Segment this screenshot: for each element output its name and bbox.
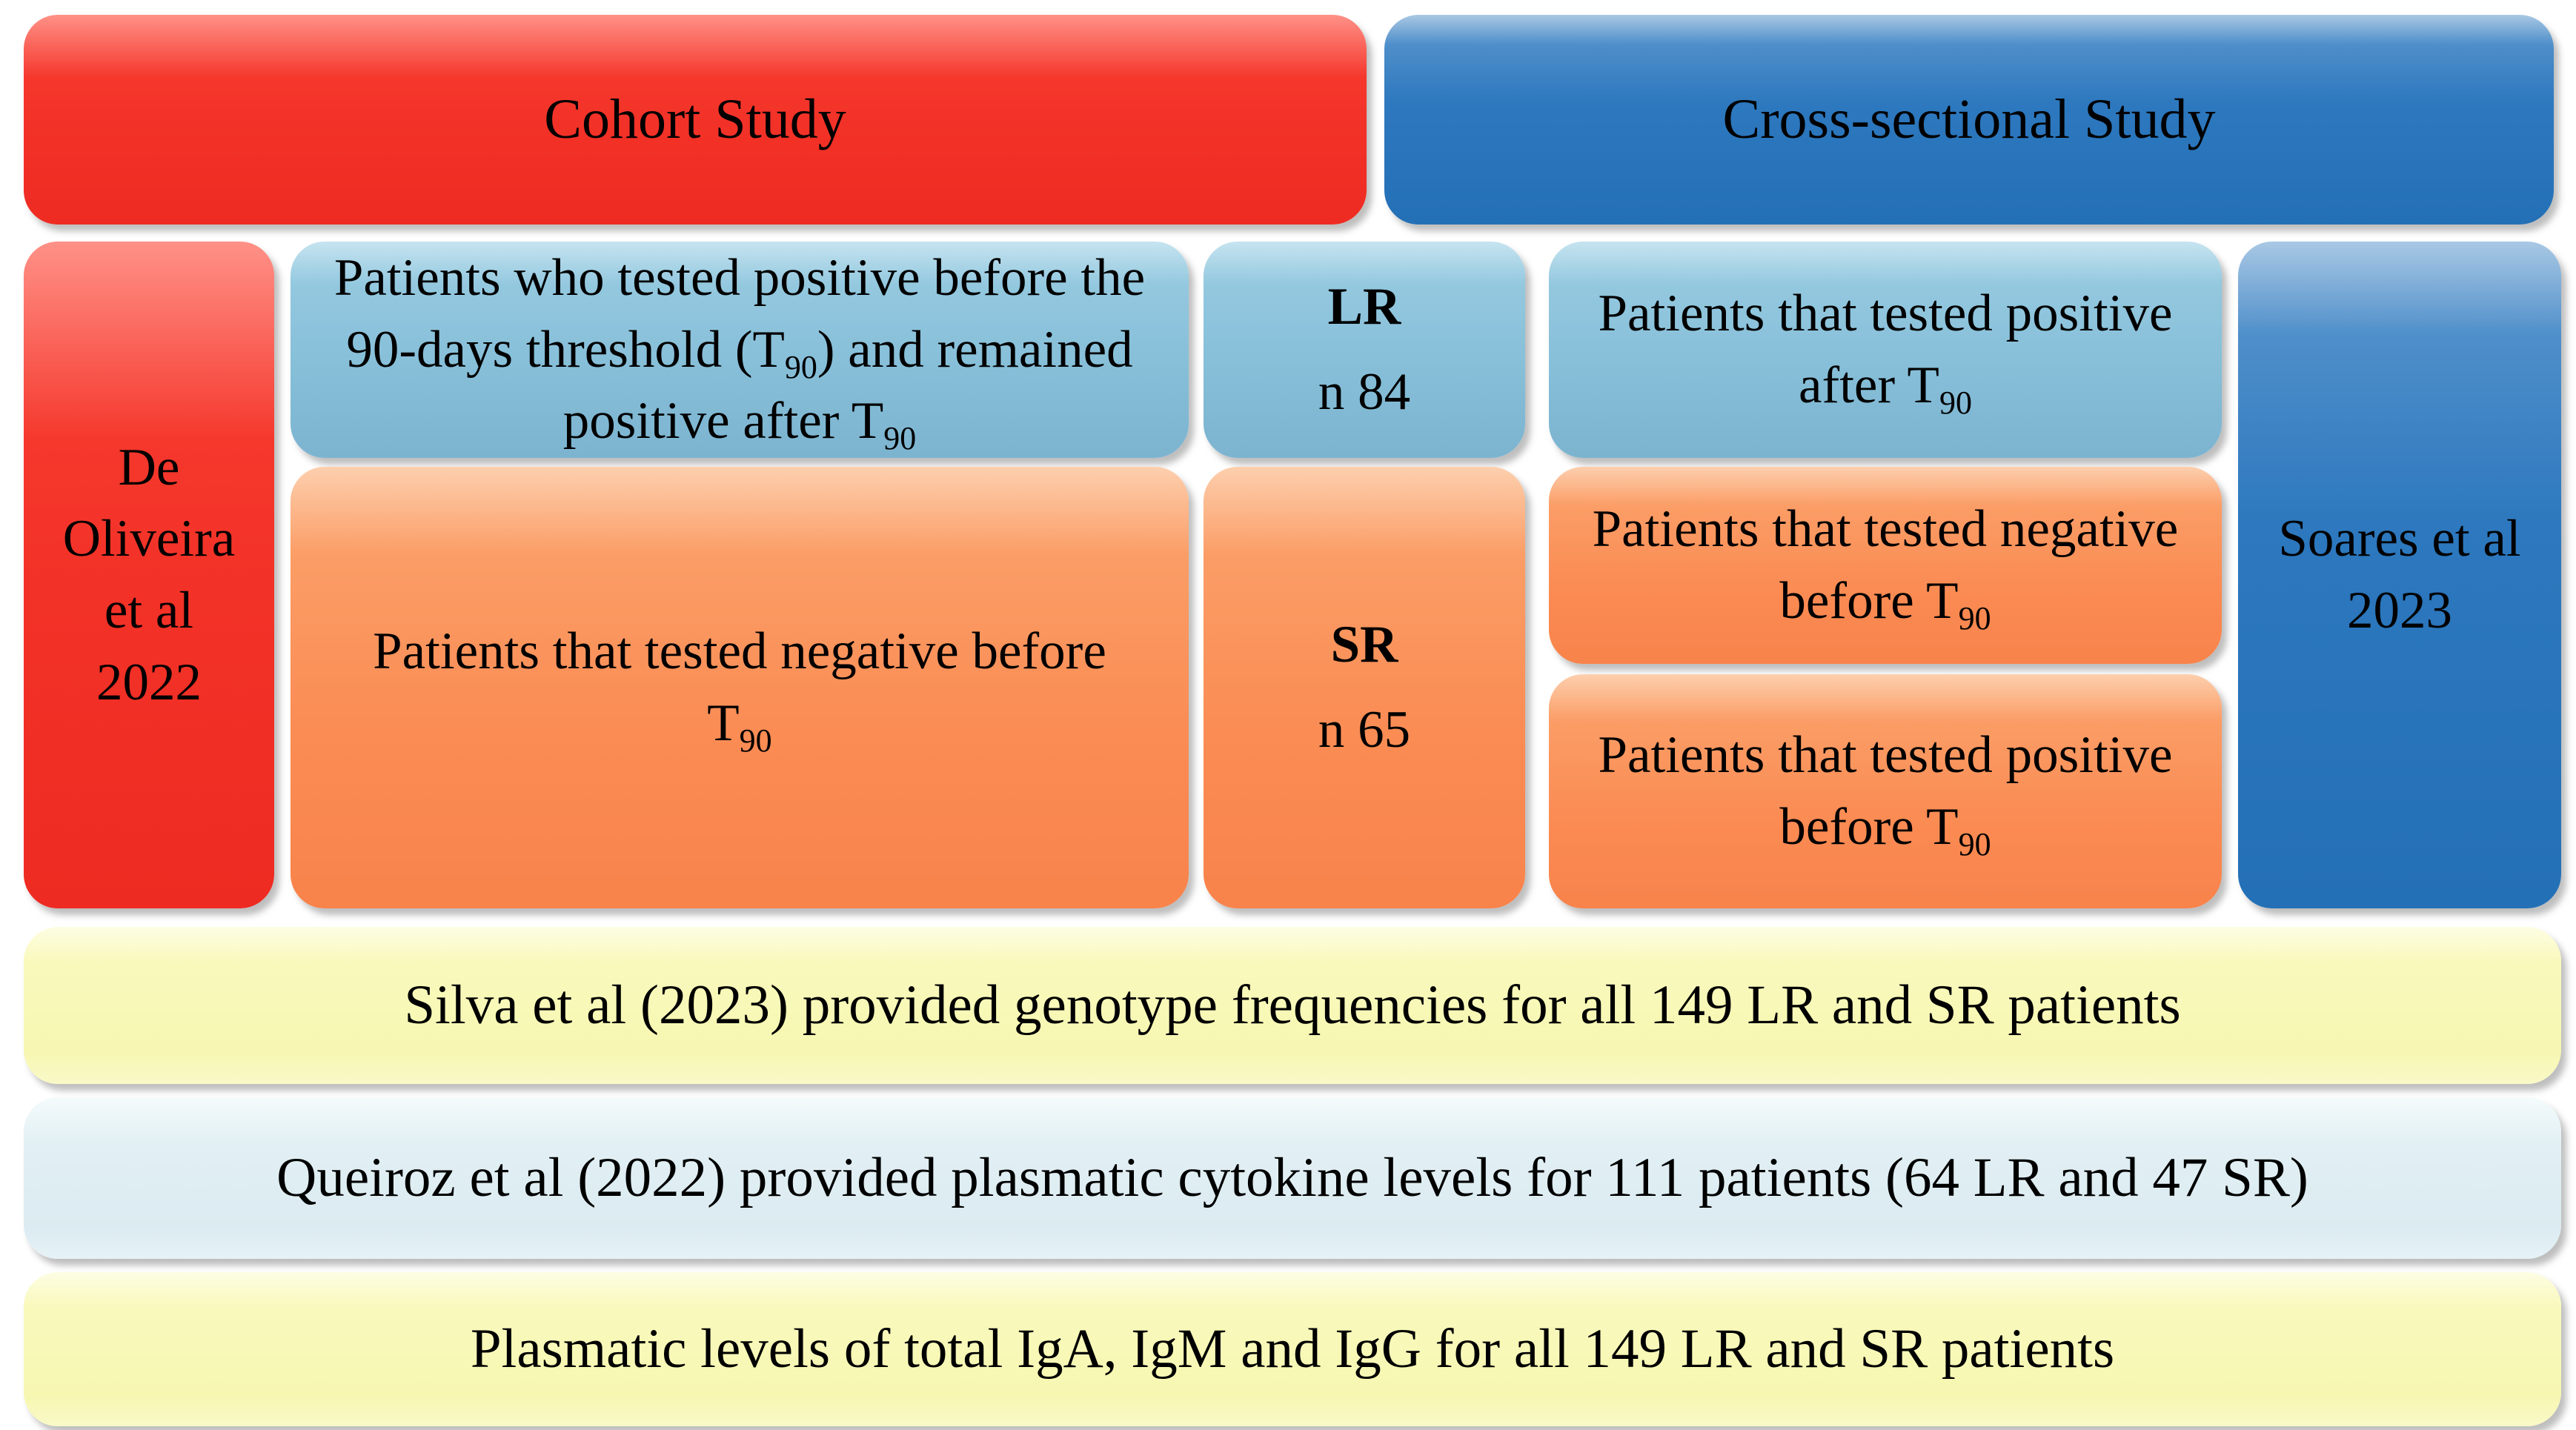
lr-group-count: n 84 — [1318, 363, 1411, 421]
cross-negative-before-box: Patients that tested negative before T90 — [1549, 467, 2222, 664]
text-line: before T90 — [1779, 572, 1991, 637]
lr-group-box: LR n 84 — [1204, 242, 1525, 458]
cross-positive-before-box: Patients that tested positive before T90 — [1549, 674, 2222, 908]
text-line: et al — [104, 582, 194, 639]
cohort-study-header: Cohort Study — [24, 15, 1367, 225]
cohort-positive-before-after-box: Patients who tested positive before the … — [291, 242, 1189, 458]
text-line: 2022 — [96, 653, 202, 711]
sr-group-count: n 65 — [1318, 701, 1411, 759]
text-line: Patients that tested positive — [1598, 726, 2173, 785]
soares-2023-box: Soares et al 2023 — [2238, 242, 2561, 908]
text-line: Patients that tested positive — [1598, 285, 2173, 343]
text-line: Patients who tested positive before the — [333, 249, 1146, 307]
text-line: Patients that tested negative — [1592, 500, 2179, 559]
text-line: before T90 — [1779, 798, 1991, 863]
immunoglobulin-levels-text: Plasmatic levels of total IgA, IgM and I… — [470, 1318, 2115, 1380]
sr-group-label: SR — [1330, 615, 1398, 674]
text-line: De — [118, 438, 180, 496]
cohort-negative-before-box: Patients that tested negative before T90 — [291, 467, 1189, 908]
cross-positive-after-box: Patients that tested positive after T90 — [1549, 242, 2222, 458]
silva-genotype-text: Silva et al (2023) provided genotype fre… — [404, 974, 2181, 1037]
text-line: Oliveira — [62, 510, 236, 568]
text-line: positive after T90 — [562, 392, 917, 457]
text-line: after T90 — [1799, 356, 1972, 422]
queiroz-cytokine-band: Queiroz et al (2022) provided plasmatic … — [24, 1097, 2561, 1259]
text-line: Soares et al — [2278, 510, 2521, 568]
cross-sectional-study-label: Cross-sectional Study — [1722, 88, 2216, 151]
sr-group-box: SR n 65 — [1204, 467, 1525, 908]
cohort-study-label: Cohort Study — [544, 88, 846, 151]
text-line: 90-days threshold (T90) and remained — [346, 320, 1133, 385]
lr-group-label: LR — [1327, 277, 1401, 336]
text-line: 2023 — [2347, 582, 2452, 639]
silva-genotype-band: Silva et al (2023) provided genotype fre… — [24, 927, 2561, 1084]
queiroz-cytokine-text: Queiroz et al (2022) provided plasmatic … — [276, 1147, 2308, 1209]
text-line: Patients that tested negative before — [373, 622, 1106, 681]
immunoglobulin-levels-band: Plasmatic levels of total IgA, IgM and I… — [24, 1272, 2561, 1426]
cross-sectional-study-header: Cross-sectional Study — [1384, 15, 2554, 225]
text-line: T90 — [707, 694, 772, 759]
de-oliveira-2022-box: De Oliveira et al 2022 — [24, 242, 274, 908]
